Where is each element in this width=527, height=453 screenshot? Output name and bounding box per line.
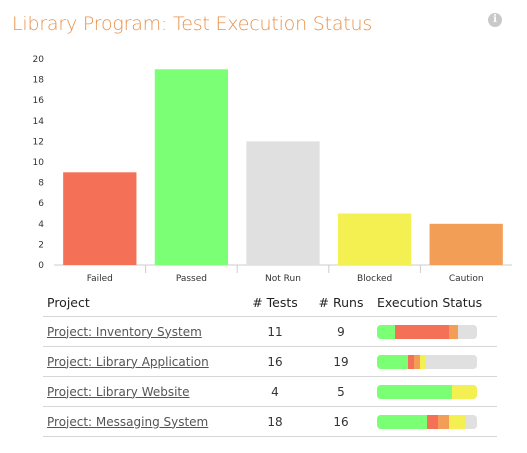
execution-status-cell: [373, 376, 497, 407]
y-tick-label: 12: [33, 137, 44, 147]
tests-count: 11: [241, 316, 309, 347]
project-cell: Project: Library Application: [43, 346, 241, 377]
status-segment-blocked: [449, 414, 466, 429]
bar-chart: 0 2 4 6 8 10 12 14 16 18 20 Failed Passed Not Run Blo…: [33, 55, 512, 284]
execution-status-bar: [377, 384, 477, 399]
execution-status-cell: [373, 316, 497, 347]
runs-count: 16: [309, 406, 373, 437]
status-segment-blocked: [420, 354, 426, 369]
tests-count: 4: [241, 376, 309, 407]
table-row: Project: Library Application 16 19: [43, 346, 497, 377]
status-segment-passed: [377, 384, 452, 399]
x-tick-label: Caution: [449, 274, 484, 284]
x-tick-label: Blocked: [357, 274, 392, 284]
col-runs-header: # Runs: [309, 288, 373, 317]
execution-status-cell: [373, 406, 497, 437]
status-segment-blocked: [452, 384, 477, 399]
status-segment-passed: [377, 414, 427, 429]
status-segment-passed: [377, 354, 408, 369]
status-segment-not-run: [458, 324, 477, 339]
project-link[interactable]: Project: Library Website: [47, 384, 190, 399]
bar-blocked[interactable]: [337, 213, 412, 266]
y-tick-label: 18: [33, 76, 45, 86]
execution-status-bar: [377, 414, 477, 429]
project-link[interactable]: Project: Library Application: [47, 354, 209, 369]
table-row: Project: Inventory System 11 9: [43, 316, 497, 347]
project-cell: Project: Messaging System: [43, 406, 241, 437]
y-tick-label: 6: [38, 199, 44, 209]
status-segment-failed: [427, 414, 438, 429]
y-tick-label: 8: [38, 179, 44, 189]
execution-status-cell: [373, 346, 497, 377]
status-segment-caution: [449, 324, 458, 339]
col-status-header: Execution Status: [373, 288, 497, 317]
status-segment-caution: [414, 354, 420, 369]
bar-not-run[interactable]: [246, 141, 320, 265]
status-segment-failed: [395, 324, 449, 339]
runs-count: 19: [309, 346, 373, 377]
y-tick-label: 0: [38, 261, 44, 271]
y-tick-label: 2: [38, 240, 44, 250]
y-tick-label: 20: [33, 55, 45, 65]
col-project-header: Project: [43, 288, 241, 317]
col-tests-header: # Tests: [241, 288, 309, 317]
bar-caution[interactable]: [429, 223, 503, 265]
status-segment-failed: [408, 354, 414, 369]
status-segment-not-run: [466, 414, 477, 429]
bar-passed[interactable]: [154, 69, 229, 265]
y-tick-label: 4: [38, 220, 44, 230]
table-row: Project: Library Website 4 5: [43, 376, 497, 407]
y-tick-label: 10: [33, 158, 45, 168]
execution-status-bar: [377, 324, 477, 339]
page-title: Library Program: Test Execution Status: [12, 13, 373, 35]
status-segment-passed: [377, 324, 395, 339]
x-tick-label: Failed: [87, 274, 113, 284]
runs-count: 5: [309, 376, 373, 407]
status-segment-caution: [438, 414, 449, 429]
info-icon[interactable]: i: [488, 13, 502, 27]
runs-count: 9: [309, 316, 373, 347]
y-tick-label: 16: [33, 96, 45, 106]
x-tick-label: Passed: [176, 274, 207, 284]
y-tick-label: 14: [33, 117, 45, 127]
projects-table: Project # Tests # Runs Execution Status …: [43, 288, 497, 437]
tests-count: 18: [241, 406, 309, 437]
execution-status-bar: [377, 354, 477, 369]
table-header-row: Project # Tests # Runs Execution Status: [43, 288, 497, 317]
project-link[interactable]: Project: Messaging System: [47, 414, 209, 429]
project-cell: Project: Library Website: [43, 376, 241, 407]
tests-count: 16: [241, 346, 309, 377]
bar-failed[interactable]: [63, 172, 137, 265]
project-link[interactable]: Project: Inventory System: [47, 324, 202, 339]
table-row: Project: Messaging System 18 16: [43, 406, 497, 437]
project-cell: Project: Inventory System: [43, 316, 241, 347]
x-tick-label: Not Run: [265, 274, 301, 284]
status-segment-not-run: [426, 354, 477, 369]
